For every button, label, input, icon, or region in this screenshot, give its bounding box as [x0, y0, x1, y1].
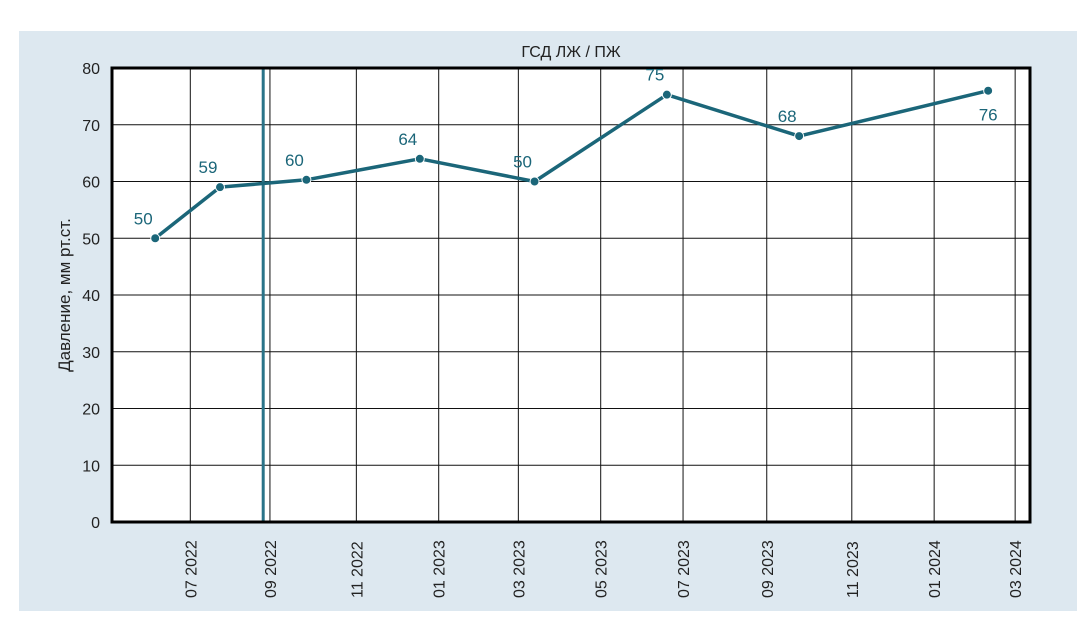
x-tick-label: 01 2023: [432, 540, 449, 598]
y-tick-label: 20: [82, 402, 100, 419]
data-point: [661, 89, 672, 100]
data-label: 75: [645, 66, 664, 85]
x-tick-label: 01 2024: [927, 540, 944, 598]
data-label: 64: [398, 130, 417, 149]
x-tick-label: 03 2023: [511, 540, 528, 598]
data-label: 50: [513, 153, 532, 172]
data-point: [150, 233, 161, 244]
data-label: 60: [285, 151, 304, 170]
y-tick-label: 40: [82, 288, 100, 305]
data-label: 68: [778, 107, 797, 126]
y-tick-label: 70: [82, 118, 100, 135]
series-line: [154, 88, 989, 240]
y-tick-label: 30: [82, 345, 100, 362]
data-label: 76: [979, 106, 998, 125]
data-label: 59: [199, 158, 218, 177]
data-point: [529, 176, 540, 187]
x-tick-label: 05 2023: [594, 540, 611, 598]
y-tick-label: 60: [82, 175, 100, 192]
y-tick-label: 0: [91, 515, 100, 532]
x-tick-label: 07 2022: [183, 540, 200, 598]
y-tick-label: 80: [82, 61, 100, 78]
x-tick-label: 11 2023: [845, 541, 862, 598]
data-point: [983, 85, 994, 96]
data-point: [794, 131, 805, 142]
data-point: [414, 153, 425, 164]
x-tick-label: 07 2023: [676, 540, 693, 598]
plot-frame: [110, 66, 1032, 524]
x-tick-label: 03 2024: [1008, 540, 1025, 598]
x-tick-label: 09 2022: [263, 540, 280, 598]
data-point: [215, 182, 225, 193]
y-tick-label: 50: [82, 231, 100, 248]
x-tick-label: 11 2022: [349, 541, 366, 598]
y-axis-label: Давление, мм рт.ст.: [55, 218, 74, 372]
data-point: [301, 174, 312, 185]
x-tick-label: 09 2023: [760, 540, 777, 598]
y-tick-label: 10: [82, 458, 100, 475]
data-label: 50: [134, 209, 153, 228]
chart-title: ГСД ЛЖ / ПЖ: [521, 44, 621, 61]
